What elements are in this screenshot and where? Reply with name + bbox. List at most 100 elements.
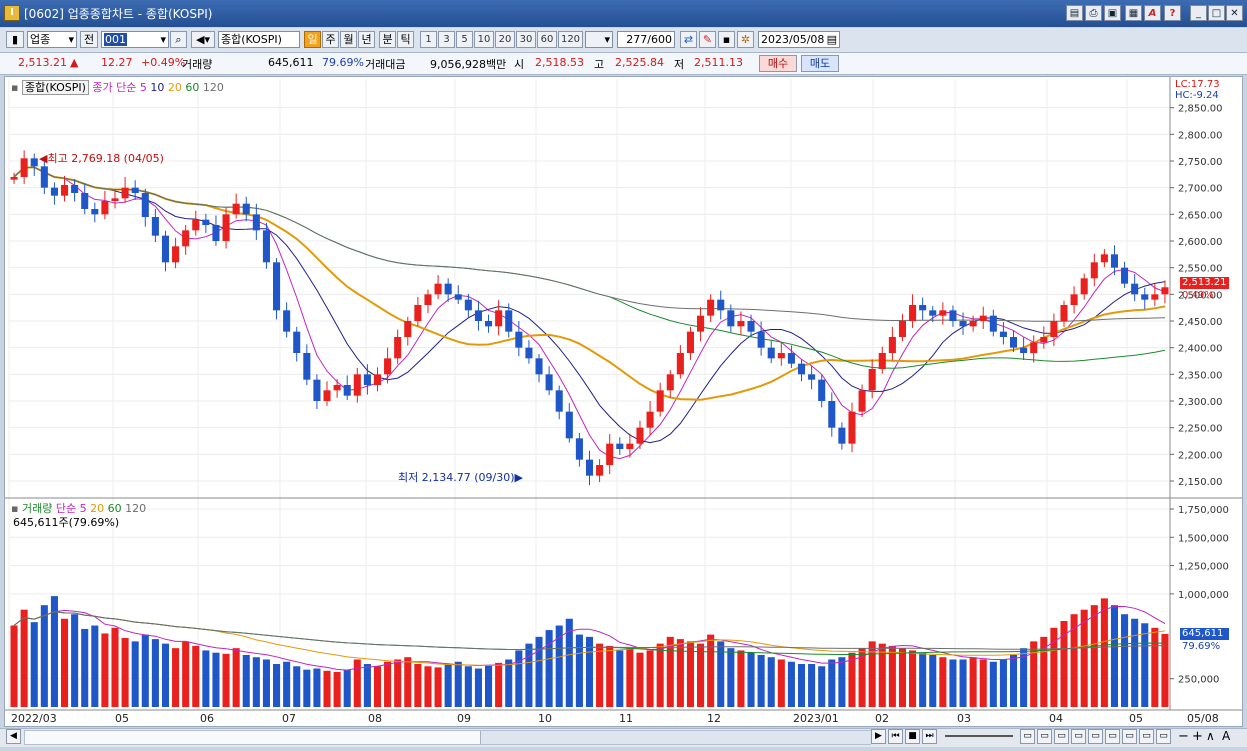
layout-icon[interactable]: ▤	[1066, 5, 1083, 21]
legend-name[interactable]: 종합(KOSPI)	[21, 80, 89, 95]
buy-button[interactable]: 매수	[759, 55, 797, 72]
period-month[interactable]: 월	[340, 31, 357, 48]
close-icon[interactable]: ✕	[1226, 5, 1243, 21]
period-week[interactable]: 주	[322, 31, 339, 48]
candle	[1100, 254, 1108, 263]
volume-bar	[969, 657, 977, 707]
volume-bar	[1100, 598, 1108, 707]
volume-bar	[868, 641, 876, 707]
scroll-right-icon[interactable]: ▶	[871, 729, 886, 744]
window-icon[interactable]: ▦	[1125, 5, 1142, 21]
volume-bar	[10, 625, 18, 707]
gear-icon[interactable]: ✲	[737, 31, 754, 48]
legend-ma60: 60	[185, 81, 200, 94]
zoom-out-icon[interactable]: −	[1178, 729, 1189, 744]
candle	[1121, 267, 1129, 284]
volume-bar	[919, 652, 927, 707]
speaker-icon[interactable]: ◀▾	[191, 31, 215, 48]
chart-style3-icon[interactable]: ▭	[1054, 729, 1069, 744]
forward-icon[interactable]: ⏭	[922, 729, 937, 744]
scroll-track[interactable]	[24, 730, 871, 745]
volume-legend-ma60: 60	[107, 502, 122, 515]
chart-type-icon[interactable]: ▮	[6, 31, 24, 48]
minute-3[interactable]: 3	[438, 31, 455, 48]
volume-bar	[91, 625, 99, 707]
chart-style9-icon[interactable]: ▭	[1156, 729, 1171, 744]
x-tick-label: 05	[1129, 712, 1143, 725]
period-tick[interactable]: 틱	[397, 31, 414, 48]
minute-30[interactable]: 30	[516, 31, 536, 48]
chart-style6-icon[interactable]: ▭	[1105, 729, 1120, 744]
scroll-left-icon[interactable]: ◀	[6, 729, 21, 744]
volume-bar	[707, 634, 715, 707]
minute-10[interactable]: 10	[474, 31, 494, 48]
date-field[interactable]: 2023/05/08 ▤	[758, 31, 840, 48]
font-icon[interactable]: A	[1144, 5, 1161, 21]
floppy-icon[interactable]: ▪	[718, 31, 735, 48]
volume-bar	[323, 670, 331, 707]
minute-120[interactable]: 120	[558, 31, 583, 48]
volume-bar	[172, 648, 180, 707]
chart-style7-icon[interactable]: ▭	[1122, 729, 1137, 744]
volume-bar	[818, 666, 826, 707]
candle	[222, 214, 230, 241]
market-select[interactable]: 업종 ▾	[27, 31, 77, 48]
x-tick-label: 05	[115, 712, 129, 725]
count-field[interactable]: 277/600	[617, 31, 675, 48]
candle	[474, 310, 482, 321]
scroll-thumb[interactable]	[480, 731, 871, 744]
volume-bar	[1151, 627, 1159, 707]
zoom-slider[interactable]	[945, 735, 1013, 737]
y-tick-label: 2,550.00	[1178, 264, 1223, 275]
fit-icon[interactable]: ∧	[1206, 729, 1215, 743]
candle	[999, 331, 1007, 337]
minimize-icon[interactable]: _	[1190, 5, 1207, 21]
vol-y-tick-label: 250,000	[1178, 675, 1219, 686]
stop-icon[interactable]: ■	[905, 729, 920, 744]
search-icon[interactable]: ⌕	[170, 31, 187, 48]
help-icon[interactable]: ?	[1164, 5, 1181, 21]
x-tick-label: 09	[457, 712, 471, 725]
chart-style-icon[interactable]: ▭	[1020, 729, 1035, 744]
chart-style5-icon[interactable]: ▭	[1088, 729, 1103, 744]
chart-style8-icon[interactable]: ▭	[1139, 729, 1154, 744]
maximize-icon[interactable]: □	[1208, 5, 1225, 21]
candle	[202, 219, 210, 225]
volume-bar	[999, 659, 1007, 707]
interval-select[interactable]: ▾	[585, 31, 613, 48]
zoom-in-icon[interactable]: +	[1192, 729, 1203, 744]
chart-area[interactable]: 2,850.00 2,800.00 2,750.00 2,700.00 2,650.00…	[4, 76, 1243, 727]
auto-icon[interactable]: A	[1222, 729, 1231, 743]
stock-chart[interactable]: 2,850.00 2,800.00 2,750.00 2,700.00 2,650.00…	[5, 77, 1242, 726]
market2-button[interactable]: 전	[80, 31, 98, 48]
volume-bar	[666, 636, 674, 707]
sell-button[interactable]: 매도	[801, 55, 839, 72]
compare-icon[interactable]: ⇄	[680, 31, 697, 48]
save-icon[interactable]: ▣	[1104, 5, 1121, 21]
print-icon[interactable]: ⎙	[1085, 5, 1102, 21]
period-minute[interactable]: 분	[379, 31, 396, 48]
minute-5[interactable]: 5	[456, 31, 473, 48]
minute-20[interactable]: 20	[495, 31, 515, 48]
rewind-icon[interactable]: ⏮	[888, 729, 903, 744]
legend-ma120: 120	[202, 81, 224, 94]
chart-style2-icon[interactable]: ▭	[1037, 729, 1052, 744]
candle	[252, 214, 260, 231]
period-day[interactable]: 일	[304, 31, 321, 48]
price-change: 12.27	[101, 56, 133, 69]
chart-style4-icon[interactable]: ▭	[1071, 729, 1086, 744]
candle	[616, 443, 624, 449]
name-field[interactable]: 종합(KOSPI)	[218, 31, 300, 48]
code-input[interactable]: 001 ▾	[101, 31, 169, 48]
minute-1[interactable]: 1	[420, 31, 437, 48]
amount-value: 9,056,928백만	[430, 58, 507, 71]
period-year[interactable]: 년	[358, 31, 375, 48]
volume-bar	[222, 653, 230, 707]
x-tick-label: 12	[707, 712, 721, 725]
chevron-down-icon: ▾	[68, 33, 74, 46]
tools-icon[interactable]: ✎	[699, 31, 716, 48]
x-tick-label: 08	[368, 712, 382, 725]
low-annotation: 최저 2,134.77 (09/30)▶	[398, 471, 523, 484]
minute-60[interactable]: 60	[537, 31, 557, 48]
volume-value: 645,611	[268, 56, 314, 69]
